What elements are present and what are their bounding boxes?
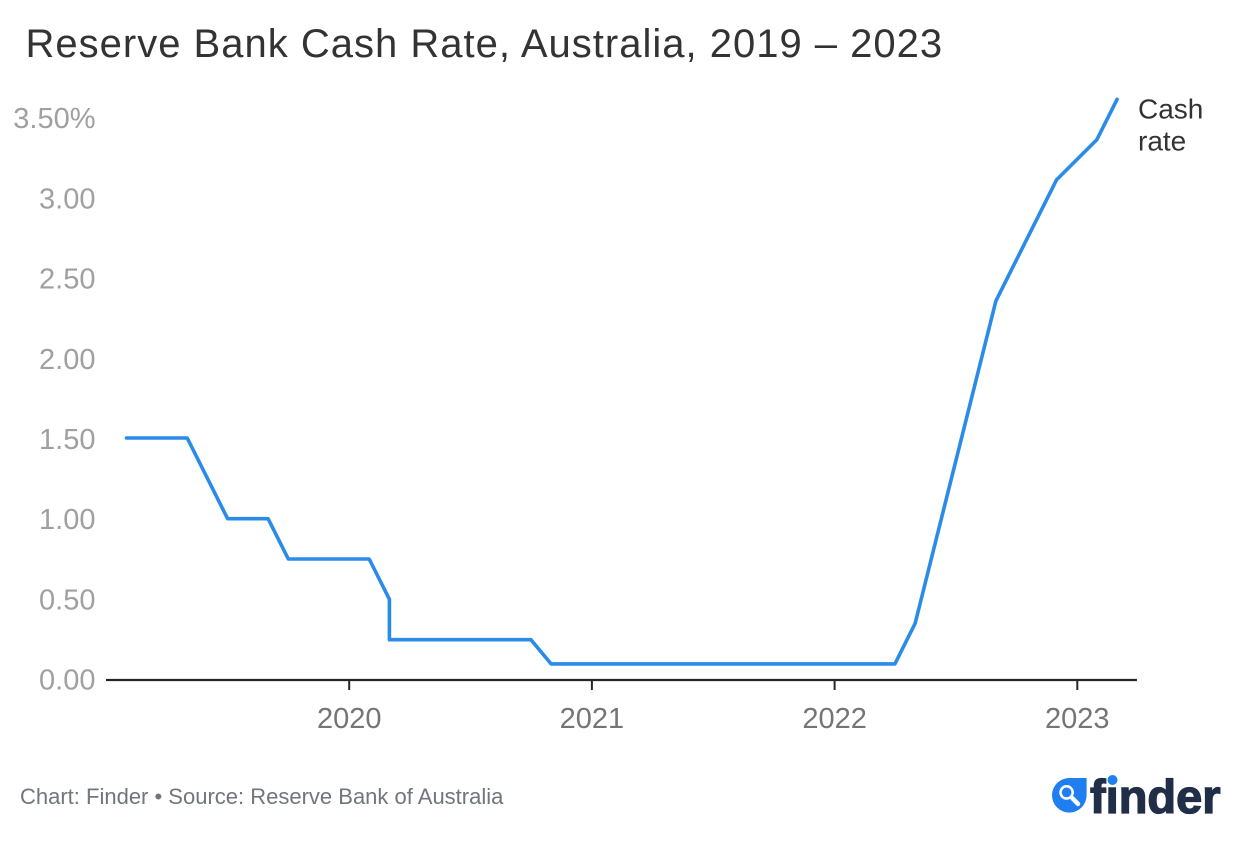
svg-text:1.00: 1.00	[39, 504, 95, 536]
svg-text:1.50: 1.50	[39, 424, 95, 456]
svg-text:3.00: 3.00	[39, 183, 95, 215]
svg-text:3.50%: 3.50%	[13, 103, 95, 135]
svg-text:2022: 2022	[802, 703, 867, 735]
svg-text:Cash: Cash	[1138, 94, 1203, 125]
svg-text:2.00: 2.00	[39, 344, 95, 376]
svg-text:0.50: 0.50	[39, 584, 95, 616]
svg-text:Reserve Bank Cash Rate, Austra: Reserve Bank Cash Rate, Australia, 2019 …	[26, 22, 944, 66]
svg-text:0.00: 0.00	[39, 665, 95, 697]
svg-text:2020: 2020	[317, 703, 382, 735]
svg-text:2021: 2021	[560, 703, 625, 735]
svg-text:Chart: Finder • Source: Reserv: Chart: Finder • Source: Reserve Bank of …	[20, 784, 504, 809]
svg-text:2023: 2023	[1045, 703, 1110, 735]
svg-text:rate: rate	[1138, 126, 1186, 157]
svg-text:2.50: 2.50	[39, 264, 95, 296]
